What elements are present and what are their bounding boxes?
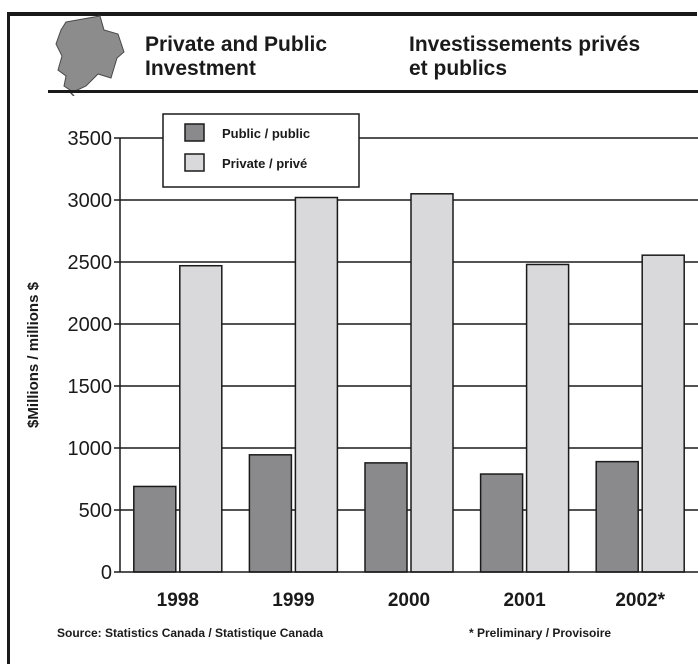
public-bar: [248, 454, 293, 573]
private-bar: [641, 254, 685, 573]
legend-label: Public / public: [222, 126, 310, 141]
x-tick-label: 2002*: [615, 590, 665, 611]
x-tick-label: 2001: [503, 590, 546, 611]
y-axis-title: $Millions / millions $: [25, 281, 42, 428]
private-bar: [525, 263, 570, 573]
y-tick-label: 3000: [68, 190, 113, 212]
y-tick-label: 1500: [68, 376, 113, 398]
y-tick-label: 2500: [68, 252, 113, 274]
public-bar: [479, 473, 524, 573]
y-tick-label: 500: [79, 500, 112, 522]
legend-swatch: [184, 123, 205, 142]
new-brunswick-map-icon: [55, 15, 125, 96]
x-tick-label: 1998: [157, 590, 199, 611]
public-bar: [133, 485, 177, 573]
source-note: Source: Statistics Canada / Statistique …: [57, 626, 324, 640]
x-tick-label: 2000: [388, 590, 430, 611]
private-bar: [294, 196, 339, 573]
y-tick-label: 0: [101, 562, 112, 584]
legend: Public / public Private / privé: [162, 113, 360, 188]
public-bar: [364, 462, 408, 573]
title-english: Private and Public Investment: [145, 33, 328, 80]
private-bar: [410, 193, 454, 573]
y-tick-label: 2000: [68, 314, 113, 336]
private-bar: [179, 264, 223, 573]
public-bar: [595, 460, 639, 573]
chart-frame: [7, 12, 697, 664]
y-tick-label: 3500: [68, 128, 113, 150]
title-french: Investissements privés et publics: [409, 33, 641, 80]
preliminary-note: * Preliminary / Provisoire: [469, 626, 612, 640]
y-tick-label: 1000: [68, 438, 113, 460]
header-rule: [48, 90, 698, 93]
bars: [133, 193, 685, 573]
legend-swatch: [184, 153, 205, 172]
legend-label: Private / privé: [222, 156, 307, 171]
x-tick-label: 1999: [272, 590, 314, 611]
axes: 0 500 1000 1500 2000 2500 3000 3500 1998 1999 2000…: [25, 128, 698, 611]
